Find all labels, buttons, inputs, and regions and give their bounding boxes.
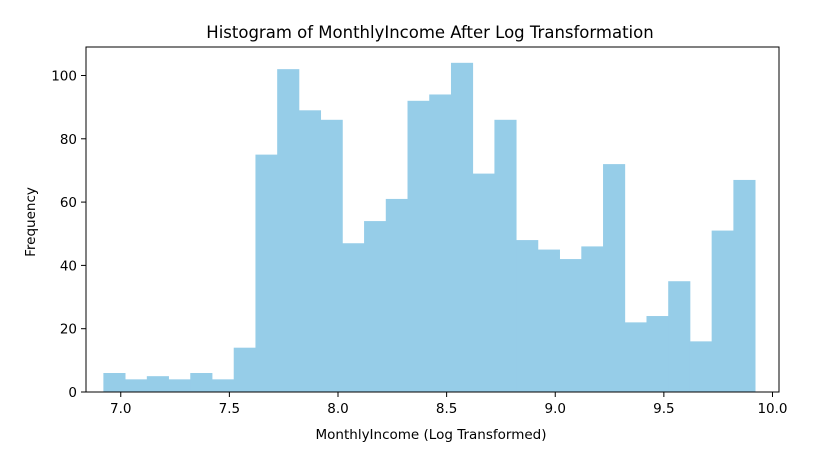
histogram-bar bbox=[603, 164, 626, 392]
histogram-bar bbox=[146, 376, 169, 392]
histogram-bar bbox=[537, 249, 560, 392]
x-tick-label: 9.5 bbox=[653, 401, 674, 417]
plot-frame bbox=[85, 46, 780, 393]
histogram-bar bbox=[255, 154, 278, 392]
x-axis-label: MonthlyIncome (Log Transformed) bbox=[316, 427, 547, 443]
y-tick-label: 60 bbox=[60, 195, 77, 211]
histogram-bar bbox=[125, 379, 148, 392]
histogram-bar bbox=[407, 100, 430, 392]
histogram-bar bbox=[364, 221, 387, 392]
x-tick-label: 7.5 bbox=[219, 401, 240, 417]
histogram-bar bbox=[733, 179, 756, 392]
histogram-bar bbox=[342, 243, 365, 392]
histogram-bar bbox=[494, 119, 517, 393]
y-tick-label: 0 bbox=[68, 385, 77, 401]
histogram-bar bbox=[581, 246, 604, 392]
x-tick-label: 7.0 bbox=[110, 401, 131, 417]
bars-group bbox=[103, 62, 756, 393]
histogram-bar bbox=[190, 373, 213, 392]
histogram-bar bbox=[212, 379, 235, 392]
histogram-bar bbox=[298, 110, 322, 393]
histogram-bar bbox=[472, 173, 495, 392]
histogram-bar bbox=[320, 119, 343, 393]
histogram-bar bbox=[516, 240, 539, 392]
histogram-bar bbox=[711, 230, 734, 392]
histogram-bar bbox=[450, 62, 474, 393]
y-axis-label: Frequency bbox=[23, 187, 39, 257]
histogram-bar bbox=[429, 94, 452, 393]
y-tick-label: 40 bbox=[60, 258, 77, 274]
histogram-bar bbox=[689, 341, 713, 392]
chart-title: Histogram of MonthlyIncome After Log Tra… bbox=[206, 23, 653, 42]
axes-group: 7.0 7.5 8.0 8.5 9.0 9.5 10.0 0 20 40 60 80 100 bbox=[51, 46, 788, 417]
y-tick-label: 80 bbox=[60, 132, 77, 148]
histogram-bar bbox=[559, 259, 582, 392]
histogram-bar bbox=[668, 281, 691, 392]
histogram-bar bbox=[624, 322, 647, 392]
x-tick-label: 10.0 bbox=[757, 401, 787, 417]
histogram-bar bbox=[168, 379, 191, 392]
histogram-bar bbox=[233, 347, 256, 392]
x-tick-label: 8.5 bbox=[436, 401, 457, 417]
y-tick-label: 100 bbox=[51, 68, 77, 84]
y-tick-label: 20 bbox=[60, 322, 77, 338]
x-tick-label: 8.0 bbox=[327, 401, 348, 417]
histogram-bar bbox=[646, 316, 669, 392]
histogram-bar bbox=[103, 373, 126, 392]
histogram-bar bbox=[277, 69, 300, 393]
x-tick-label: 9.0 bbox=[544, 401, 565, 417]
histogram-bar bbox=[385, 198, 408, 392]
